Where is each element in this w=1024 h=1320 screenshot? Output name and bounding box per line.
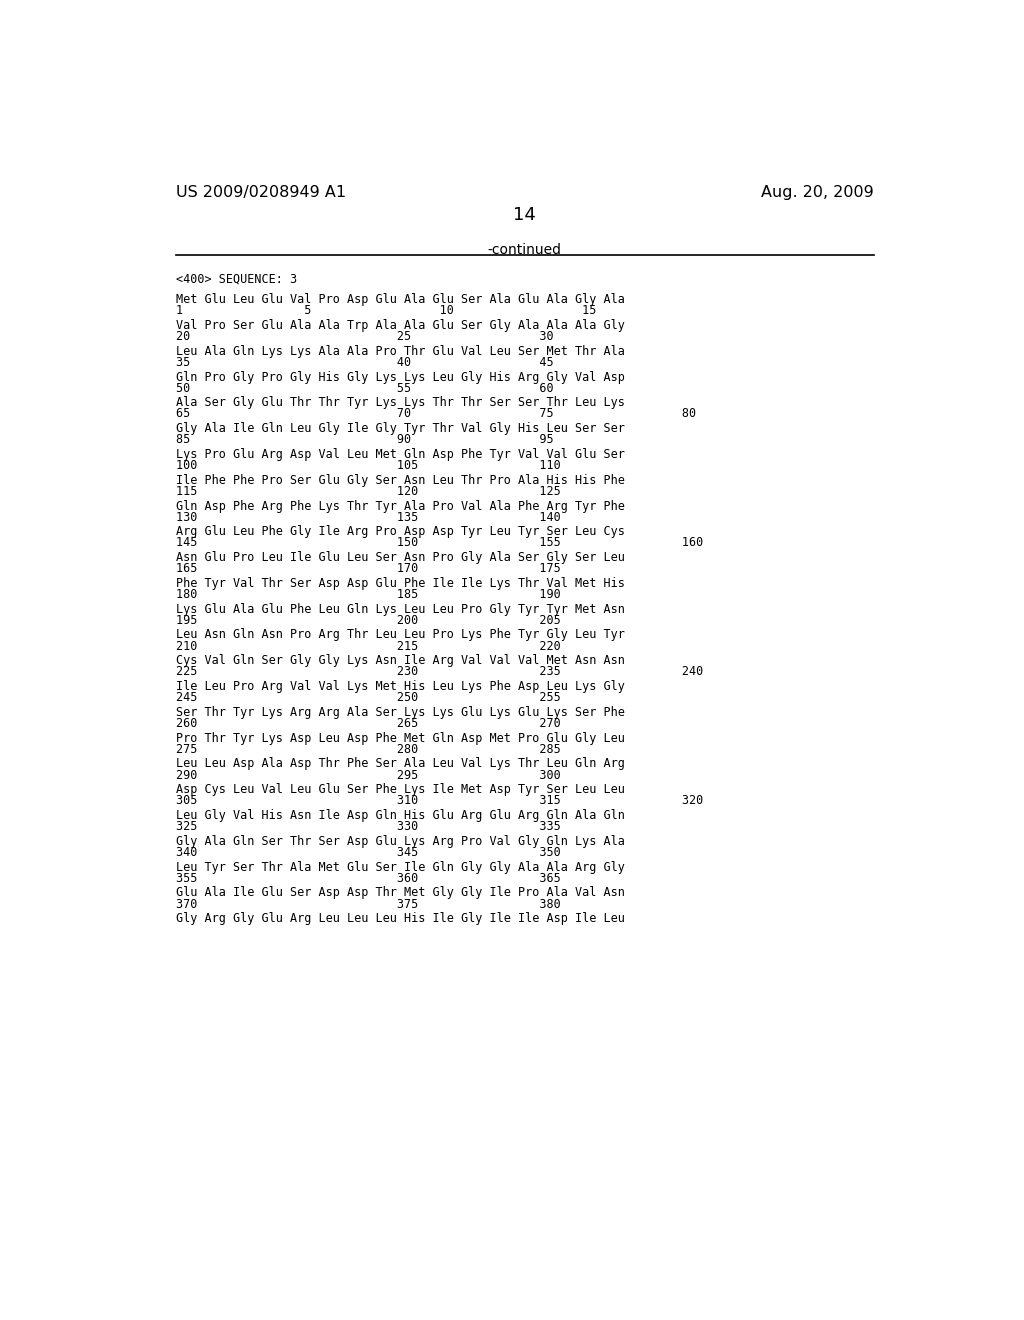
Text: 85                             90                  95: 85 90 95 [176, 433, 554, 446]
Text: Ile Phe Phe Pro Ser Glu Gly Ser Asn Leu Thr Pro Ala His His Phe: Ile Phe Phe Pro Ser Glu Gly Ser Asn Leu … [176, 474, 625, 487]
Text: 180                            185                 190: 180 185 190 [176, 589, 561, 601]
Text: Leu Gly Val His Asn Ile Asp Gln His Glu Arg Glu Arg Gln Ala Gln: Leu Gly Val His Asn Ile Asp Gln His Glu … [176, 809, 625, 822]
Text: -continued: -continued [487, 243, 562, 257]
Text: Phe Tyr Val Thr Ser Asp Asp Glu Phe Ile Ile Lys Thr Val Met His: Phe Tyr Val Thr Ser Asp Asp Glu Phe Ile … [176, 577, 625, 590]
Text: 165                            170                 175: 165 170 175 [176, 562, 561, 576]
Text: Gly Arg Gly Glu Arg Leu Leu Leu His Ile Gly Ile Ile Asp Ile Leu: Gly Arg Gly Glu Arg Leu Leu Leu His Ile … [176, 912, 625, 925]
Text: Val Pro Ser Glu Ala Ala Trp Ala Ala Glu Ser Gly Ala Ala Ala Gly: Val Pro Ser Glu Ala Ala Trp Ala Ala Glu … [176, 319, 625, 331]
Text: 145                            150                 155                 160: 145 150 155 160 [176, 536, 703, 549]
Text: 130                            135                 140: 130 135 140 [176, 511, 561, 524]
Text: 65                             70                  75                  80: 65 70 75 80 [176, 408, 696, 421]
Text: Ser Thr Tyr Lys Arg Arg Ala Ser Lys Lys Glu Lys Glu Lys Ser Phe: Ser Thr Tyr Lys Arg Arg Ala Ser Lys Lys … [176, 706, 625, 719]
Text: Asp Cys Leu Val Leu Glu Ser Phe Lys Ile Met Asp Tyr Ser Leu Leu: Asp Cys Leu Val Leu Glu Ser Phe Lys Ile … [176, 783, 625, 796]
Text: Ala Ser Gly Glu Thr Thr Tyr Lys Lys Thr Thr Ser Ser Thr Leu Lys: Ala Ser Gly Glu Thr Thr Tyr Lys Lys Thr … [176, 396, 625, 409]
Text: Lys Glu Ala Glu Phe Leu Gln Lys Leu Leu Pro Gly Tyr Tyr Met Asn: Lys Glu Ala Glu Phe Leu Gln Lys Leu Leu … [176, 603, 625, 615]
Text: Asn Glu Pro Leu Ile Glu Leu Ser Asn Pro Gly Ala Ser Gly Ser Leu: Asn Glu Pro Leu Ile Glu Leu Ser Asn Pro … [176, 552, 625, 564]
Text: 325                            330                 335: 325 330 335 [176, 820, 561, 833]
Text: Glu Ala Ile Glu Ser Asp Asp Thr Met Gly Gly Ile Pro Ala Val Asn: Glu Ala Ile Glu Ser Asp Asp Thr Met Gly … [176, 887, 625, 899]
Text: Arg Glu Leu Phe Gly Ile Arg Pro Asp Asp Tyr Leu Tyr Ser Leu Cys: Arg Glu Leu Phe Gly Ile Arg Pro Asp Asp … [176, 525, 625, 539]
Text: 35                             40                  45: 35 40 45 [176, 356, 554, 368]
Text: 225                            230                 235                 240: 225 230 235 240 [176, 665, 703, 678]
Text: 195                            200                 205: 195 200 205 [176, 614, 561, 627]
Text: 245                            250                 255: 245 250 255 [176, 692, 561, 705]
Text: Leu Ala Gln Lys Lys Ala Ala Pro Thr Glu Val Leu Ser Met Thr Ala: Leu Ala Gln Lys Lys Ala Ala Pro Thr Glu … [176, 345, 625, 358]
Text: 305                            310                 315                 320: 305 310 315 320 [176, 795, 703, 808]
Text: 100                            105                 110: 100 105 110 [176, 459, 561, 473]
Text: Ile Leu Pro Arg Val Val Lys Met His Leu Lys Phe Asp Leu Lys Gly: Ile Leu Pro Arg Val Val Lys Met His Leu … [176, 680, 625, 693]
Text: <400> SEQUENCE: 3: <400> SEQUENCE: 3 [176, 272, 297, 285]
Text: 370                            375                 380: 370 375 380 [176, 898, 561, 911]
Text: Cys Val Gln Ser Gly Gly Lys Asn Ile Arg Val Val Val Met Asn Asn: Cys Val Gln Ser Gly Gly Lys Asn Ile Arg … [176, 655, 625, 668]
Text: Met Glu Leu Glu Val Pro Asp Glu Ala Glu Ser Ala Glu Ala Gly Ala: Met Glu Leu Glu Val Pro Asp Glu Ala Glu … [176, 293, 625, 306]
Text: 290                            295                 300: 290 295 300 [176, 768, 561, 781]
Text: 355                            360                 365: 355 360 365 [176, 871, 561, 884]
Text: 260                            265                 270: 260 265 270 [176, 717, 561, 730]
Text: 275                            280                 285: 275 280 285 [176, 743, 561, 756]
Text: Gln Pro Gly Pro Gly His Gly Lys Lys Leu Gly His Arg Gly Val Asp: Gln Pro Gly Pro Gly His Gly Lys Lys Leu … [176, 371, 625, 384]
Text: Pro Thr Tyr Lys Asp Leu Asp Phe Met Gln Asp Met Pro Glu Gly Leu: Pro Thr Tyr Lys Asp Leu Asp Phe Met Gln … [176, 731, 625, 744]
Text: Gly Ala Ile Gln Leu Gly Ile Gly Tyr Thr Val Gly His Leu Ser Ser: Gly Ala Ile Gln Leu Gly Ile Gly Tyr Thr … [176, 422, 625, 436]
Text: 1                 5                  10                  15: 1 5 10 15 [176, 305, 596, 317]
Text: US 2009/0208949 A1: US 2009/0208949 A1 [176, 185, 346, 201]
Text: Leu Asn Gln Asn Pro Arg Thr Leu Leu Pro Lys Phe Tyr Gly Leu Tyr: Leu Asn Gln Asn Pro Arg Thr Leu Leu Pro … [176, 628, 625, 642]
Text: 115                            120                 125: 115 120 125 [176, 484, 561, 498]
Text: Leu Tyr Ser Thr Ala Met Glu Ser Ile Gln Gly Gly Ala Ala Arg Gly: Leu Tyr Ser Thr Ala Met Glu Ser Ile Gln … [176, 861, 625, 874]
Text: 14: 14 [513, 206, 537, 224]
Text: Lys Pro Glu Arg Asp Val Leu Met Gln Asp Phe Tyr Val Val Glu Ser: Lys Pro Glu Arg Asp Val Leu Met Gln Asp … [176, 447, 625, 461]
Text: Aug. 20, 2009: Aug. 20, 2009 [761, 185, 873, 201]
Text: Leu Leu Asp Ala Asp Thr Phe Ser Ala Leu Val Lys Thr Leu Gln Arg: Leu Leu Asp Ala Asp Thr Phe Ser Ala Leu … [176, 758, 625, 771]
Text: Gln Asp Phe Arg Phe Lys Thr Tyr Ala Pro Val Ala Phe Arg Tyr Phe: Gln Asp Phe Arg Phe Lys Thr Tyr Ala Pro … [176, 499, 625, 512]
Text: 210                            215                 220: 210 215 220 [176, 640, 561, 652]
Text: 50                             55                  60: 50 55 60 [176, 381, 554, 395]
Text: 340                            345                 350: 340 345 350 [176, 846, 561, 859]
Text: Gly Ala Gln Ser Thr Ser Asp Glu Lys Arg Pro Val Gly Gln Lys Ala: Gly Ala Gln Ser Thr Ser Asp Glu Lys Arg … [176, 834, 625, 847]
Text: 20                             25                  30: 20 25 30 [176, 330, 554, 343]
